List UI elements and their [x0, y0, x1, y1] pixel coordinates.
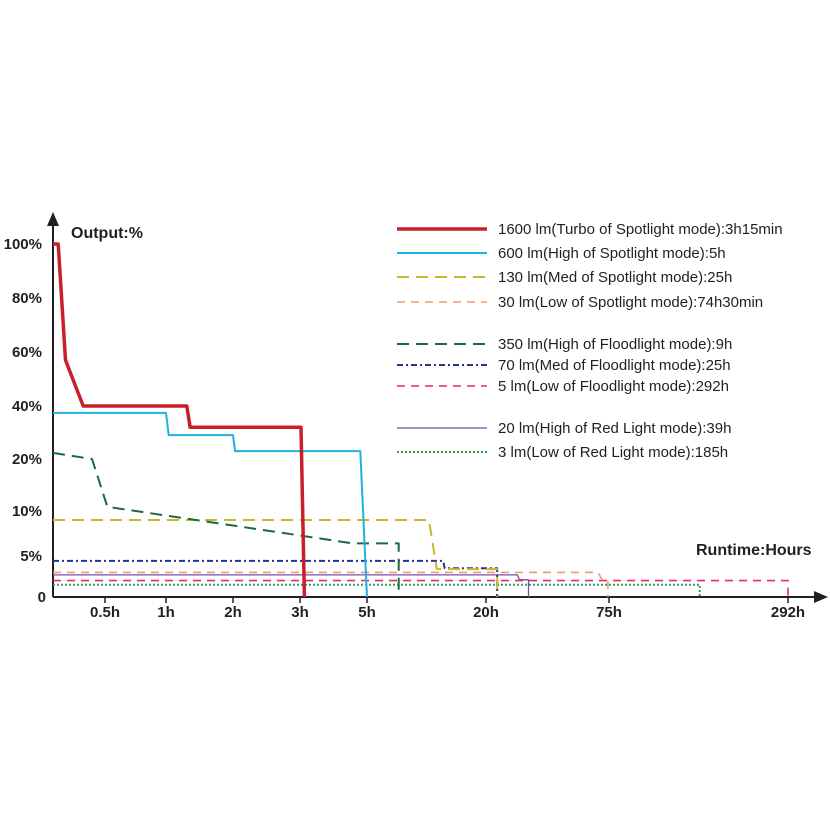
x-tick-label: 0.5h — [90, 604, 120, 621]
legend-label: 5 lm(Low of Floodlight mode):292h — [498, 378, 729, 395]
series-line-8 — [53, 583, 701, 597]
x-axis-arrow-icon — [814, 591, 828, 603]
legend-label: 1600 lm(Turbo of Spotlight mode):3h15min — [498, 221, 783, 238]
x-tick-label: 292h — [771, 604, 805, 621]
x-tick-label: 20h — [473, 604, 499, 621]
x-tick-label: 3h — [291, 604, 309, 621]
x-tick-label: 5h — [358, 604, 376, 621]
axes — [47, 212, 828, 603]
series-line-3 — [53, 571, 609, 597]
y-tick-label: 5% — [20, 548, 42, 565]
legend-label: 20 lm(High of Red Light mode):39h — [498, 420, 731, 437]
y-tick-label: 0 — [38, 589, 46, 606]
y-tick-label: 10% — [12, 503, 42, 520]
series-line-5 — [53, 559, 499, 597]
legend-label: 130 lm(Med of Spotlight mode):25h — [498, 269, 732, 286]
y-tick-label: 100% — [4, 236, 42, 253]
y-axis-arrow-icon — [47, 212, 59, 226]
plot-area — [52, 242, 789, 598]
series-line-0 — [53, 242, 307, 598]
x-tick-label: 75h — [596, 604, 622, 621]
y-tick-label: 60% — [12, 344, 42, 361]
legend: 1600 lm(Turbo of Spotlight mode):3h15min… — [397, 221, 783, 461]
series-line-1 — [53, 411, 368, 598]
x-tick-label: 1h — [157, 604, 175, 621]
x-axis-title: Runtime:Hours — [696, 542, 812, 559]
series-line-4 — [52, 451, 400, 597]
legend-label: 600 lm(High of Spotlight mode):5h — [498, 245, 726, 262]
tick-labels: 0.5h 1h 2h 3h 5h 20h 75h 292h 0 5% 10% 20% 40% 60% 80%… — [4, 236, 805, 621]
series-line-7 — [53, 574, 530, 597]
legend-label: 350 lm(High of Floodlight mode):9h — [498, 336, 732, 353]
y-tick-label: 40% — [12, 398, 42, 415]
y-tick-label: 80% — [12, 290, 42, 307]
legend-label: 70 lm(Med of Floodlight mode):25h — [498, 357, 731, 374]
legend-label: 30 lm(Low of Spotlight mode):74h30min — [498, 294, 763, 311]
y-tick-label: 20% — [12, 451, 42, 468]
legend-label: 3 lm(Low of Red Light mode):185h — [498, 444, 728, 461]
y-axis-title: Output:% — [71, 225, 143, 242]
series-line-6 — [53, 579, 789, 597]
x-tick-label: 2h — [224, 604, 242, 621]
